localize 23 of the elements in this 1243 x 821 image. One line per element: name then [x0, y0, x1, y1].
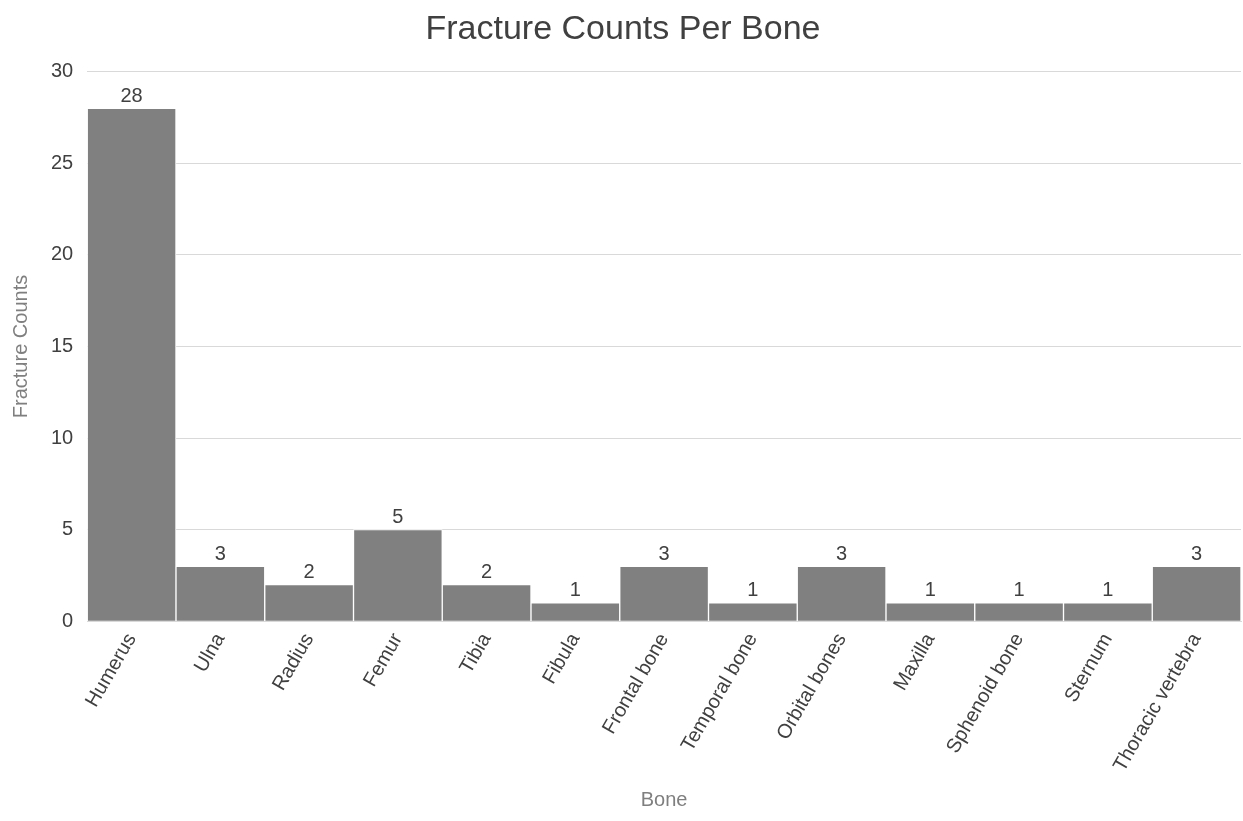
data-label: 2 — [303, 560, 315, 583]
y-tick-label: 20 — [51, 242, 74, 265]
data-label: 1 — [924, 578, 936, 601]
y-tick-label: 15 — [51, 334, 74, 357]
y-tick-label: 5 — [62, 517, 74, 540]
data-label: 1 — [747, 578, 759, 601]
data-label: 1 — [569, 578, 581, 601]
data-label: 3 — [1191, 541, 1203, 564]
chart-title: Fracture Counts Per Bone — [425, 7, 821, 46]
data-label: 3 — [214, 541, 226, 564]
data-label: 3 — [836, 541, 848, 564]
y-axis-title: Fracture Counts — [8, 274, 31, 419]
data-label: 28 — [120, 83, 143, 106]
data-label: 1 — [1102, 578, 1114, 601]
y-tick-label: 10 — [51, 425, 74, 448]
y-tick-label: 25 — [51, 150, 74, 173]
x-axis-title: Bone — [640, 787, 688, 810]
data-label: 5 — [392, 505, 404, 528]
data-label: 1 — [1013, 578, 1025, 601]
data-label: 3 — [658, 541, 670, 564]
data-label: 2 — [481, 560, 493, 583]
y-tick-label: 30 — [51, 59, 74, 82]
y-tick-label: 0 — [62, 608, 74, 631]
